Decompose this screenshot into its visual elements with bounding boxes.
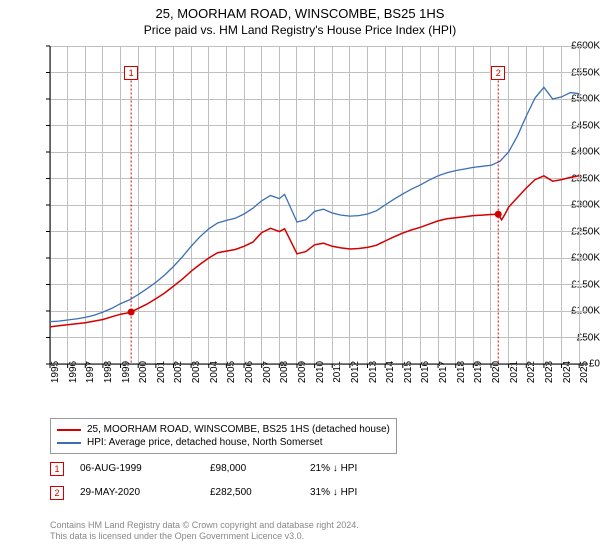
sale-date: 06-AUG-1999 [80, 463, 142, 474]
legend: 25, MOORHAM ROAD, WINSCOMBE, BS25 1HS (d… [50, 418, 397, 454]
footer-line-2: This data is licensed under the Open Gov… [50, 531, 359, 542]
legend-swatch [57, 442, 81, 444]
legend-item: HPI: Average price, detached house, Nort… [57, 436, 390, 449]
sale-price: £98,000 [210, 463, 246, 474]
sale-row-marker: 2 [50, 486, 64, 500]
sale-price: £282,500 [210, 487, 252, 498]
chart-container: 25, MOORHAM ROAD, WINSCOMBE, BS25 1HS Pr… [0, 0, 600, 560]
series-hpi [50, 87, 579, 321]
sale-row-marker: 1 [50, 462, 64, 476]
sale-delta: 31% ↓ HPI [310, 487, 357, 498]
sale-marker-2: 2 [491, 66, 505, 80]
sale-marker-1: 1 [124, 66, 138, 80]
legend-item: 25, MOORHAM ROAD, WINSCOMBE, BS25 1HS (d… [57, 423, 390, 436]
legend-label: HPI: Average price, detached house, Nort… [87, 437, 323, 448]
chart-svg [0, 0, 600, 560]
legend-swatch [57, 429, 81, 431]
footer-line-1: Contains HM Land Registry data © Crown c… [50, 520, 359, 531]
series-property [50, 176, 579, 327]
footer-attribution: Contains HM Land Registry data © Crown c… [50, 520, 359, 543]
sale-date: 29-MAY-2020 [80, 487, 140, 498]
sale-delta: 21% ↓ HPI [310, 463, 357, 474]
legend-label: 25, MOORHAM ROAD, WINSCOMBE, BS25 1HS (d… [87, 424, 390, 435]
